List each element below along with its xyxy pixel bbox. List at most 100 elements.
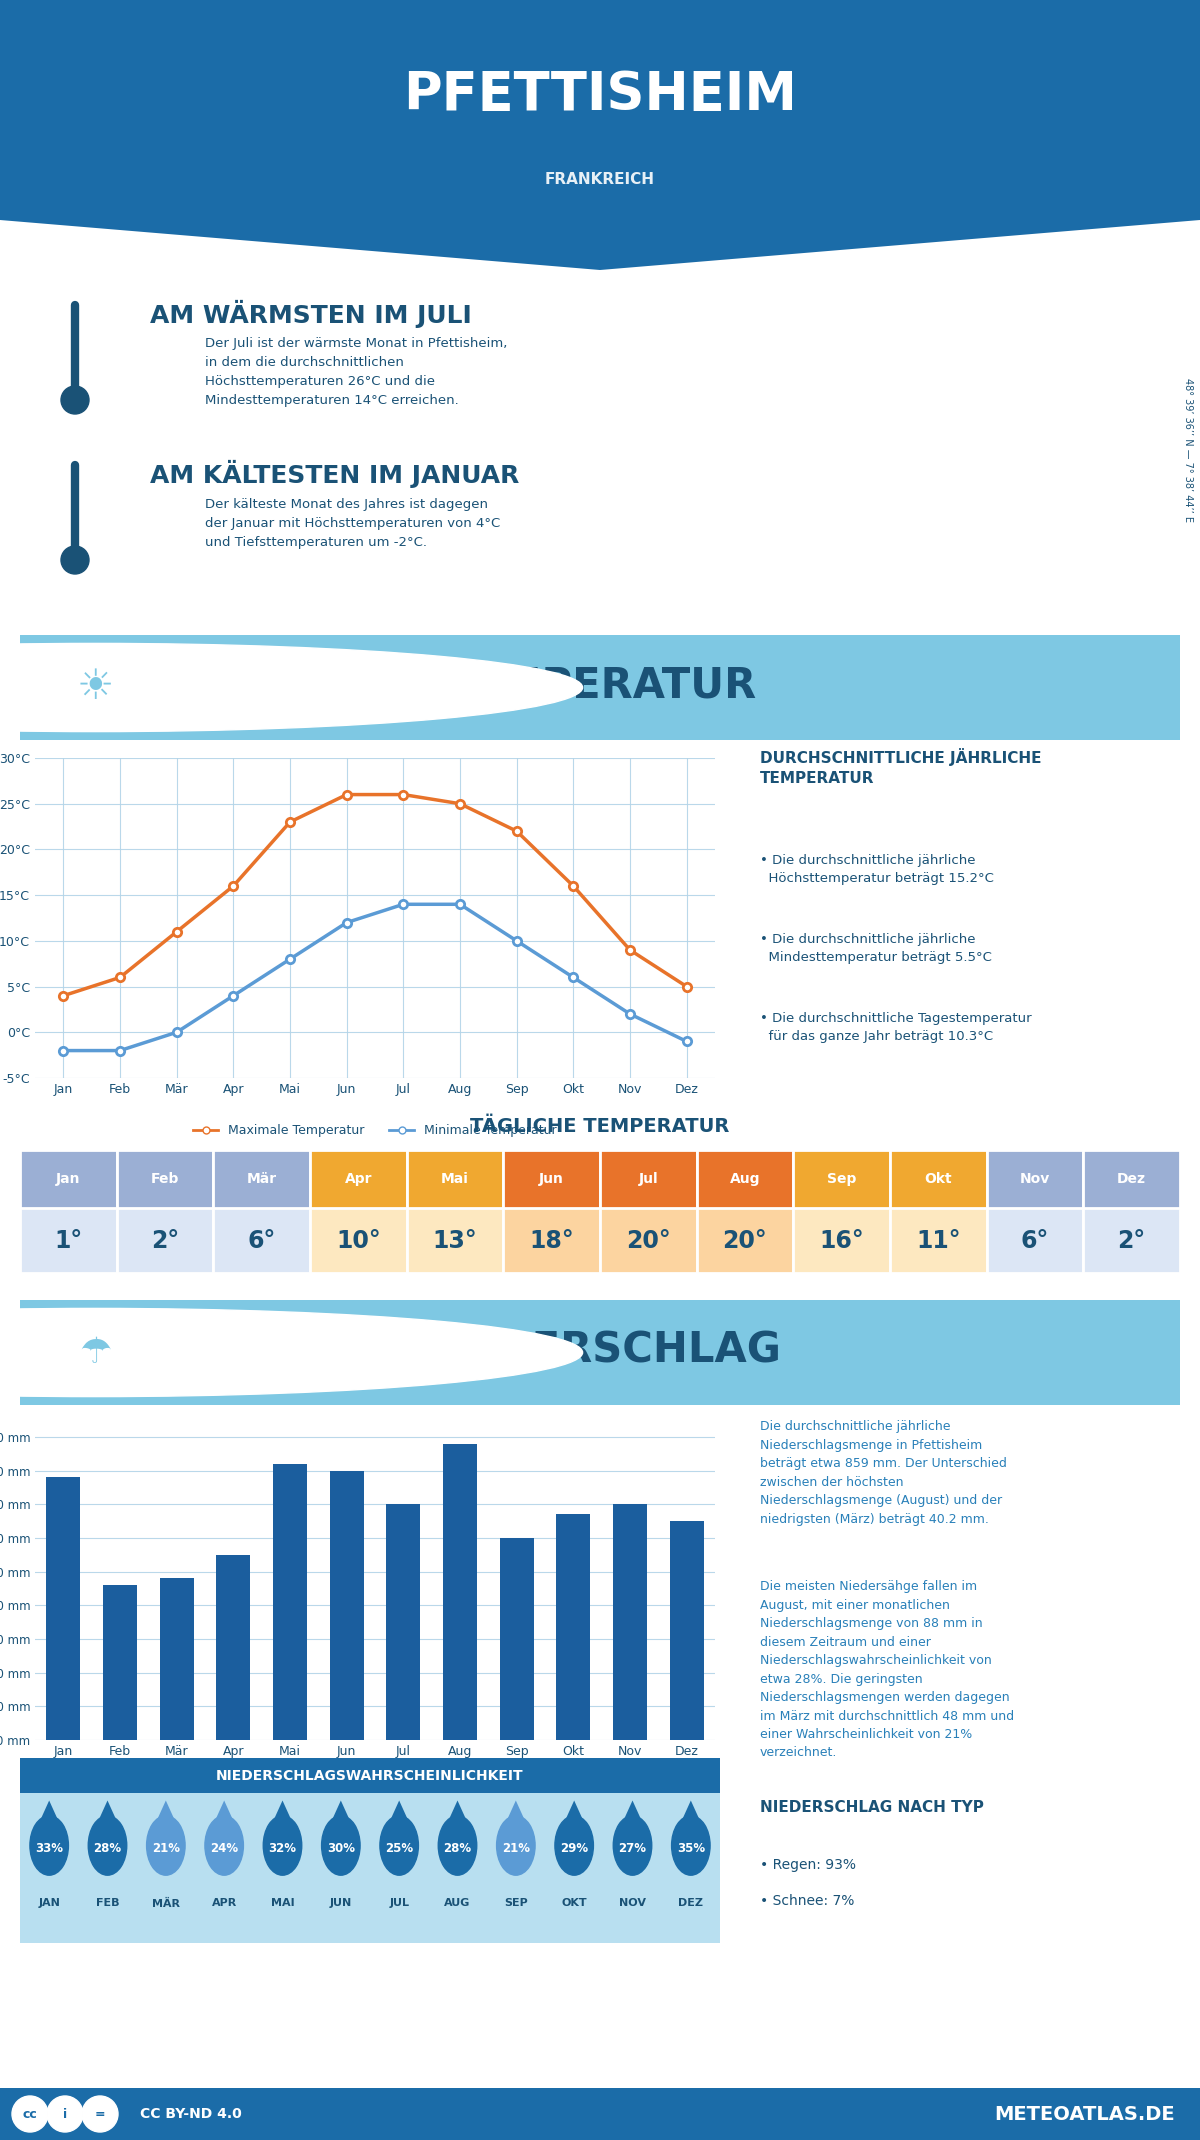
- Text: 2°: 2°: [151, 1228, 179, 1252]
- Circle shape: [438, 1817, 476, 1875]
- Text: TÄGLICHE TEMPERATUR: TÄGLICHE TEMPERATUR: [470, 1117, 730, 1136]
- Text: JAN: JAN: [38, 1898, 60, 1909]
- Text: NIEDERSCHLAGSWAHRSCHEINLICHKEIT: NIEDERSCHLAGSWAHRSCHEINLICHKEIT: [216, 1768, 524, 1783]
- Polygon shape: [31, 1800, 67, 1838]
- Text: Sep: Sep: [827, 1173, 857, 1186]
- Text: 24%: 24%: [210, 1843, 239, 1855]
- Text: 20°: 20°: [626, 1228, 671, 1252]
- Text: 27%: 27%: [618, 1843, 647, 1855]
- Text: AM WÄRMSTEN IM JULI: AM WÄRMSTEN IM JULI: [150, 300, 472, 327]
- Text: MÄR: MÄR: [152, 1898, 180, 1909]
- Text: 18°: 18°: [529, 1228, 574, 1252]
- Bar: [160, 1579, 193, 1740]
- Text: Mär: Mär: [247, 1173, 277, 1186]
- Circle shape: [497, 1817, 535, 1875]
- Text: 21%: 21%: [152, 1843, 180, 1855]
- Bar: [503, 1149, 600, 1207]
- Bar: [330, 1470, 364, 1740]
- Circle shape: [61, 385, 89, 413]
- Legend: Maximale Temperatur, Minimale Temperatur: Maximale Temperatur, Minimale Temperatur: [188, 1119, 562, 1143]
- Circle shape: [82, 2095, 118, 2131]
- Text: 6°: 6°: [1021, 1228, 1049, 1252]
- Text: cc: cc: [23, 2108, 37, 2121]
- Text: OKT: OKT: [562, 1898, 587, 1909]
- Text: JUN: JUN: [330, 1898, 352, 1909]
- Circle shape: [61, 546, 89, 574]
- Bar: [407, 1207, 503, 1273]
- Text: Nov: Nov: [1020, 1173, 1050, 1186]
- Bar: [407, 1149, 503, 1207]
- Bar: [214, 1207, 310, 1273]
- Text: 10°: 10°: [336, 1228, 380, 1252]
- Text: 16°: 16°: [820, 1228, 864, 1252]
- Bar: [214, 1149, 310, 1207]
- Text: CC BY-ND 4.0: CC BY-ND 4.0: [140, 2108, 241, 2121]
- Circle shape: [146, 1817, 185, 1875]
- Text: PFETTISHEIM: PFETTISHEIM: [403, 68, 797, 122]
- Text: Aug: Aug: [730, 1173, 761, 1186]
- Circle shape: [205, 1817, 244, 1875]
- Text: Feb: Feb: [151, 1173, 179, 1186]
- Bar: [20, 1149, 116, 1207]
- Polygon shape: [90, 1800, 125, 1838]
- Text: 28%: 28%: [444, 1843, 472, 1855]
- Bar: [386, 1504, 420, 1740]
- Text: • Regen: 93%: • Regen: 93%: [760, 1858, 856, 1872]
- Polygon shape: [149, 1800, 184, 1838]
- Text: TEMPERATUR: TEMPERATUR: [443, 663, 757, 706]
- Text: METEOATLAS.DE: METEOATLAS.DE: [995, 2104, 1175, 2123]
- Text: 29%: 29%: [560, 1843, 588, 1855]
- Bar: [697, 1149, 793, 1207]
- Text: Die meisten Niedersähge fallen im
August, mit einer monatlichen
Niederschlagsmen: Die meisten Niedersähge fallen im August…: [760, 1579, 1014, 1759]
- Text: SEP: SEP: [504, 1898, 528, 1909]
- Circle shape: [89, 1817, 127, 1875]
- Bar: [1084, 1207, 1180, 1273]
- Bar: [986, 1149, 1084, 1207]
- Bar: [697, 1207, 793, 1273]
- Text: 28%: 28%: [94, 1843, 121, 1855]
- Bar: [103, 1586, 137, 1740]
- Circle shape: [0, 1308, 583, 1397]
- Text: • Die durchschnittliche Tagestemperatur
  für das ganze Jahr beträgt 10.3°C: • Die durchschnittliche Tagestemperatur …: [760, 1012, 1032, 1044]
- Bar: [310, 1207, 407, 1273]
- Text: 1°: 1°: [54, 1228, 83, 1252]
- Text: 21%: 21%: [502, 1843, 530, 1855]
- Bar: [986, 1207, 1084, 1273]
- Circle shape: [263, 1817, 301, 1875]
- Circle shape: [380, 1817, 419, 1875]
- Text: NIEDERSCHLAG NACH TYP: NIEDERSCHLAG NACH TYP: [760, 1800, 984, 1815]
- Text: • Schnee: 7%: • Schnee: 7%: [760, 1894, 854, 1907]
- Bar: [600, 1149, 697, 1207]
- Polygon shape: [0, 0, 1200, 270]
- Text: ☀: ☀: [77, 666, 114, 708]
- Bar: [274, 1464, 307, 1740]
- Text: APR: APR: [211, 1898, 236, 1909]
- Text: Apr: Apr: [344, 1173, 372, 1186]
- Bar: [216, 1556, 251, 1740]
- Text: FRANKREICH: FRANKREICH: [545, 173, 655, 188]
- Text: 30%: 30%: [326, 1843, 355, 1855]
- Circle shape: [0, 644, 583, 732]
- Bar: [670, 1522, 703, 1740]
- Bar: [47, 1477, 80, 1740]
- FancyBboxPatch shape: [0, 631, 1200, 743]
- Text: DEZ: DEZ: [678, 1898, 703, 1909]
- Text: DURCHSCHNITTLICHE JÄHRLICHE
TEMPERATUR: DURCHSCHNITTLICHE JÄHRLICHE TEMPERATUR: [760, 749, 1042, 785]
- Legend: Niederschlagssumme: Niederschlagssumme: [286, 1768, 466, 1791]
- Text: • Die durchschnittliche jährliche
  Mindesttemperatur beträgt 5.5°C: • Die durchschnittliche jährliche Mindes…: [760, 933, 992, 965]
- Text: 35%: 35%: [677, 1843, 704, 1855]
- Polygon shape: [557, 1800, 592, 1838]
- Text: Dez: Dez: [1117, 1173, 1146, 1186]
- Text: Die durchschnittliche jährliche
Niederschlagsmenge in Pfettisheim
beträgt etwa 8: Die durchschnittliche jährliche Niedersc…: [760, 1421, 1007, 1526]
- Polygon shape: [382, 1800, 416, 1838]
- Bar: [499, 1539, 534, 1740]
- Circle shape: [12, 2095, 48, 2131]
- Bar: [116, 1149, 214, 1207]
- Text: Okt: Okt: [924, 1173, 952, 1186]
- Circle shape: [322, 1817, 360, 1875]
- Text: 13°: 13°: [433, 1228, 478, 1252]
- Text: 11°: 11°: [916, 1228, 961, 1252]
- FancyBboxPatch shape: [13, 1757, 727, 1793]
- Polygon shape: [440, 1800, 475, 1838]
- Polygon shape: [265, 1800, 300, 1838]
